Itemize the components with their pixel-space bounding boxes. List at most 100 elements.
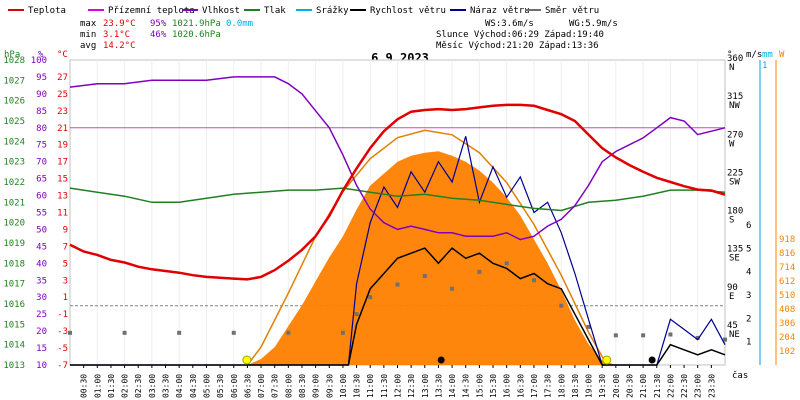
x-tick-label: 16:00: [503, 374, 512, 398]
series-humidity: [69, 76, 726, 241]
axis-tick-solar: 204: [779, 333, 795, 343]
x-tick-label: 20:00: [612, 374, 621, 398]
axis-label-direction: W: [729, 139, 735, 149]
axis-tick-wind: 6: [746, 221, 751, 231]
right-axes: °360N315NW270W225SW180S135SE90E45NEm/s65…: [727, 50, 795, 365]
axis-tick-humidity: 40: [36, 259, 47, 269]
axis-tick-pressure: 1025: [3, 117, 25, 127]
axis-tick-solar: 510: [779, 291, 795, 301]
axis-tick-solar: 408: [779, 305, 795, 315]
axis-tick-humidity: 10: [36, 361, 47, 371]
wind-direction-point: [695, 335, 700, 340]
stat-min-temp: 3.1°C: [103, 30, 130, 40]
series-pressure: [69, 187, 726, 212]
axis-tick-humidity: 90: [36, 90, 47, 100]
axis-tick-wind: 2: [746, 314, 751, 324]
legend-label-1: Přízemní teplota: [108, 6, 195, 16]
x-tick-label: 10:00: [339, 374, 348, 398]
x-tick-label: 13:00: [421, 374, 430, 398]
axis-tick-temperature: 11: [57, 209, 68, 219]
stat-avg-label: avg: [80, 41, 96, 51]
legend-label-5: Rychlost větru: [370, 6, 446, 16]
axis-tick-humidity: 85: [36, 107, 47, 117]
axis-tick-direction: 225: [727, 168, 743, 178]
axis-tick-humidity: 95: [36, 73, 47, 83]
axis-tick-solar: 714: [779, 263, 795, 273]
axis-tick-temperature: -3: [57, 327, 68, 337]
x-tick-label: 05:30: [216, 374, 225, 398]
wind-direction-point: [613, 333, 618, 338]
axis-tick-temperature: -1: [57, 310, 68, 320]
left-axes: hPa1028102710261025102410231022102110201…: [3, 50, 68, 371]
axis-tick-pressure: 1024: [3, 137, 25, 147]
axis-tick-pressure: 1017: [3, 280, 25, 290]
x-tick-label: 19:00: [585, 374, 594, 398]
x-tick-label: 04:00: [175, 374, 184, 398]
x-tick-label: 14:00: [448, 374, 457, 398]
x-tick-label: 14:30: [462, 374, 471, 398]
axis-unit-direction: °: [727, 50, 732, 60]
axis-unit-humidity: %: [38, 50, 44, 60]
x-tick-label: 09:00: [312, 374, 321, 398]
stat-min-press: 1020.6hPa: [172, 30, 221, 40]
axis-tick-humidity: 70: [36, 158, 47, 168]
x-tick-label: 07:00: [257, 374, 266, 398]
axis-unit-rain: mm: [762, 50, 773, 60]
x-tick-label: 17:30: [544, 374, 553, 398]
axis-tick-pressure: 1021: [3, 198, 25, 208]
axis-unit-wind: m/s: [746, 50, 762, 60]
axis-tick-humidity: 50: [36, 225, 47, 235]
axis-tick-temperature: 27: [57, 73, 68, 83]
moonset-marker: [437, 356, 445, 364]
axis-tick-temperature: 17: [57, 158, 68, 168]
axis-tick-pressure: 1014: [3, 341, 25, 351]
x-tick-label: 15:00: [475, 374, 484, 398]
series-theoretical-radiation: [246, 129, 608, 366]
x-tick-label: 12:00: [394, 374, 403, 398]
axis-tick-temperature: 7: [63, 242, 68, 252]
stat-avg-temp: 14.2°C: [103, 41, 136, 51]
x-tick-label: 10:30: [353, 374, 362, 398]
sunset-marker: [602, 355, 612, 365]
wind-direction-point: [531, 278, 536, 283]
legend-label-7: Směr větru: [545, 6, 599, 16]
moonrise-marker: [648, 356, 656, 364]
axis-tick-humidity: 75: [36, 141, 47, 151]
legend: Teplota Přízemní teplota Vlhkost Tlak Srážky…: [8, 6, 599, 16]
stat-max-press: 1021.9hPa: [172, 19, 221, 29]
x-tick-label: 20:30: [625, 374, 634, 398]
x-tick-label: 23:30: [707, 374, 716, 398]
axis-tick-humidity: 65: [36, 175, 47, 185]
sunrise-marker: [242, 355, 252, 365]
axis-label-direction: NE: [729, 330, 740, 340]
axis-tick-temperature: 9: [63, 225, 68, 235]
x-tick-label: 07:30: [271, 374, 280, 398]
axis-tick-direction: 90: [727, 283, 738, 293]
axis-tick-pressure: 1022: [3, 178, 25, 188]
legend-label-3: Tlak: [264, 6, 286, 16]
x-tick-label: 18:30: [571, 374, 580, 398]
axis-tick-rain: 1: [762, 61, 767, 71]
axis-tick-direction: 315: [727, 92, 743, 102]
stat-max-label: max: [80, 19, 97, 29]
x-tick-label: 23:00: [694, 374, 703, 398]
stat-max-rain: 0.0mm: [226, 19, 253, 29]
x-tick-label: 16:30: [516, 374, 525, 398]
axis-tick-humidity: 25: [36, 310, 47, 320]
axis-label-direction: S: [729, 216, 734, 226]
axis-tick-temperature: 3: [63, 276, 68, 286]
moon-times: Měsíc Východ:21:20 Západ:13:36: [436, 41, 599, 51]
x-tick-label: 11:30: [380, 374, 389, 398]
legend-label-4: Srážky: [316, 6, 349, 16]
stat-min-hum: 46%: [150, 30, 167, 40]
x-tick-label: 13:30: [434, 374, 443, 398]
axis-tick-humidity: 55: [36, 209, 47, 219]
x-tick-label: 12:30: [407, 374, 416, 398]
x-tick-label: 22:30: [680, 374, 689, 398]
axis-tick-temperature: 19: [57, 141, 68, 151]
wind-direction-point: [668, 332, 673, 337]
axis-tick-wind: 5: [746, 244, 751, 254]
axis-tick-pressure: 1028: [3, 56, 25, 66]
wind-direction-point: [422, 274, 427, 279]
